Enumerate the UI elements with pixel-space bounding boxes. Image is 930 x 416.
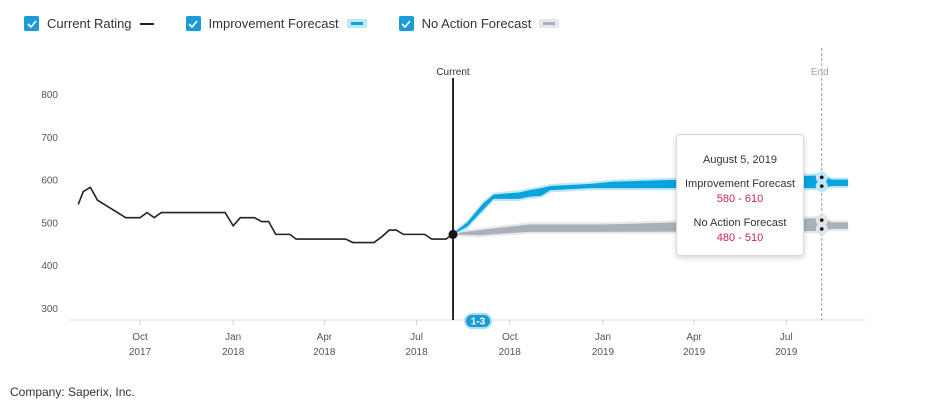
- tooltip-no-action-range: 480 - 510: [716, 232, 764, 244]
- y-tick-label: 400: [41, 261, 58, 272]
- x-tick-month: Jul: [780, 332, 793, 343]
- range-badge-label: 1-3: [471, 317, 486, 328]
- legend-label: No Action Forecast: [421, 16, 532, 31]
- tooltip-date: August 5, 2019: [702, 154, 777, 166]
- company-label: Company: Saperix, Inc.: [10, 385, 135, 399]
- x-tick-month: Jul: [410, 332, 423, 343]
- x-tick-year: 2019: [592, 347, 615, 358]
- end-marker-label: End: [811, 67, 829, 78]
- x-tick-year: 2017: [129, 347, 152, 358]
- band-swatch-icon: [539, 19, 560, 28]
- current-rating-line: [77, 186, 454, 244]
- improvement-band: [453, 175, 849, 235]
- checkbox-checked-icon[interactable]: [185, 16, 201, 31]
- current-marker-label: Current: [436, 67, 470, 78]
- checkbox-checked-icon[interactable]: [24, 16, 39, 31]
- y-tick-label: 700: [41, 133, 58, 144]
- tooltip-improvement-label: Improvement Forecast: [684, 178, 796, 190]
- x-tick-year: 2018: [222, 347, 245, 358]
- y-tick-label: 300: [41, 304, 58, 315]
- line-swatch-icon: [139, 22, 154, 25]
- end-point-high: [819, 218, 824, 222]
- y-tick-label: 500: [41, 218, 58, 229]
- legend: Current Rating Improvement Forecast No A…: [24, 16, 591, 31]
- x-tick-year: 2019: [683, 347, 706, 358]
- range-badge: [464, 313, 493, 329]
- x-tick-month: Jan: [225, 332, 241, 343]
- tooltip-improvement-range: 580 - 610: [716, 193, 764, 205]
- x-tick-year: 2018: [313, 347, 336, 358]
- tooltip-no-action-label: No Action Forecast: [693, 217, 787, 229]
- x-tick-month: Jan: [595, 332, 611, 343]
- forecast-tooltip: August 5, 2019 Improvement Forecast 580 …: [676, 134, 804, 256]
- x-tick-month: Oct: [132, 332, 148, 343]
- legend-label: Improvement Forecast: [208, 16, 339, 31]
- band-swatch-icon: [346, 19, 367, 28]
- end-point-low: [819, 227, 824, 231]
- current-point: [448, 229, 458, 239]
- x-tick-year: 2018: [499, 347, 522, 358]
- x-tick-month: Oct: [502, 332, 518, 343]
- end-point-low: [819, 184, 824, 188]
- legend-label: Current Rating: [47, 16, 132, 31]
- legend-improvement-forecast[interactable]: Improvement Forecast: [185, 16, 367, 31]
- legend-no-action-forecast[interactable]: No Action Forecast: [398, 16, 560, 31]
- y-tick-label: 800: [41, 90, 58, 101]
- x-tick-month: Apr: [317, 332, 333, 343]
- end-point-high: [819, 175, 824, 180]
- checkbox-checked-icon[interactable]: [398, 16, 414, 31]
- x-tick-month: Apr: [686, 332, 702, 343]
- x-tick-year: 2019: [775, 347, 798, 358]
- legend-current-rating[interactable]: Current Rating: [24, 16, 154, 31]
- y-tick-label: 600: [41, 176, 58, 187]
- x-tick-year: 2018: [405, 347, 428, 358]
